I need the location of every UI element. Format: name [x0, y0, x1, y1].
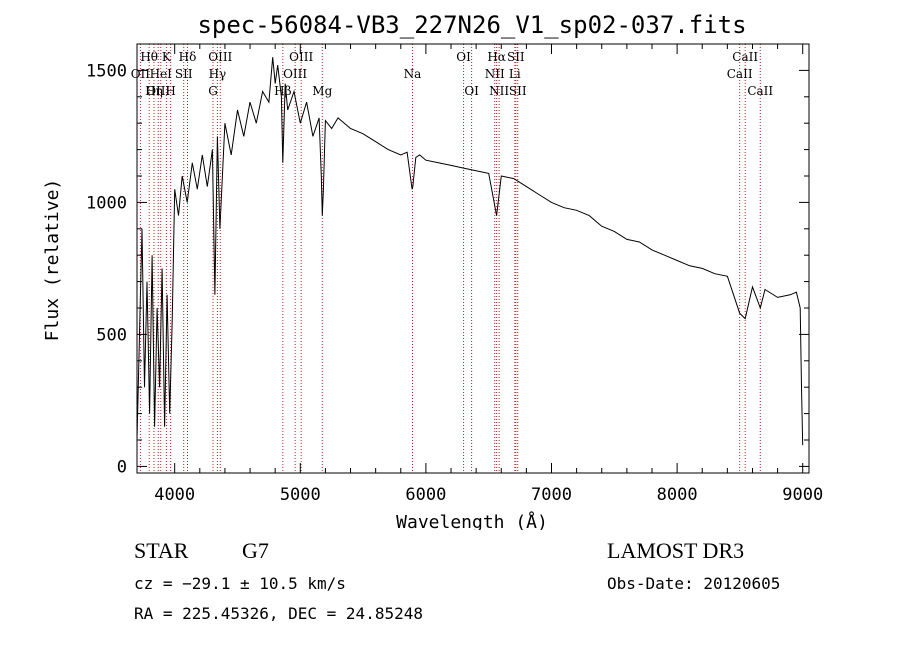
line-label-10: Hγ [209, 67, 227, 81]
x-tick-label-1: 5000 [280, 485, 321, 505]
x-axis: 4000 5000 6000 7000 8000 9000 [154, 44, 823, 505]
line-label-0: Hθ [140, 50, 158, 64]
survey-name: LAMOST DR3 [607, 538, 745, 563]
line-label-16: Na [404, 67, 422, 81]
y-tick-label-0: 0 [117, 457, 127, 477]
line-label-19: Hα [487, 50, 506, 64]
spectrum-chart: spec-56084-VB3_227N26_V1_sp02-037.fits H… [42, 11, 823, 530]
line-label-26: CaII [732, 50, 758, 64]
x-tick-label-0: 4000 [154, 485, 195, 505]
line-label-5: K [162, 50, 172, 64]
line-label-11: G [208, 84, 218, 98]
x-tick-label-3: 7000 [531, 485, 572, 505]
x-axis-label: Wavelength (Å) [396, 511, 548, 530]
y-tick-label-1: 500 [96, 325, 127, 345]
line-label-23: Li [509, 67, 521, 81]
line-label-20: NII [485, 67, 505, 81]
line-label-12: OIII [289, 50, 313, 64]
y-axis-label: Flux (relative) [42, 179, 63, 342]
y-tick-label-3: 1500 [86, 61, 127, 81]
line-label-6: H [165, 84, 175, 98]
line-label-15: Mg [312, 84, 332, 98]
line-label-13: OIII [283, 67, 307, 81]
obs-date: Obs-Date: 20120605 [607, 574, 781, 593]
line-label-17: OI [456, 50, 471, 64]
x-tick-label-5: 9000 [782, 485, 823, 505]
line-label-24: SII [509, 84, 527, 98]
spectral-line-markers [139, 44, 761, 473]
line-label-3: HeI [150, 67, 173, 81]
spectrum-line [136, 57, 804, 446]
x-tick-label-2: 6000 [405, 485, 446, 505]
line-label-7: SII [175, 67, 193, 81]
line-label-2: OIII [146, 84, 170, 98]
line-label-25: CaII [727, 67, 753, 81]
line-label-18: OI [464, 84, 479, 98]
object-class: STAR [134, 538, 189, 563]
redshift-cz: cz = −29.1 ± 10.5 km/s [134, 574, 346, 593]
line-label-8: Hδ [179, 50, 197, 64]
object-subclass: G7 [242, 538, 269, 563]
line-label-14: Hβ [274, 84, 291, 98]
x-tick-label-4: 8000 [657, 485, 698, 505]
chart-title: spec-56084-VB3_227N26_V1_sp02-037.fits [197, 11, 746, 39]
line-label-27: CaII [747, 84, 773, 98]
line-label-4: Hη [145, 84, 163, 98]
line-label-1: OII [131, 67, 151, 81]
y-tick-label-2: 1000 [86, 193, 127, 213]
ra-dec: RA = 225.45326, DEC = 24.85248 [134, 604, 423, 623]
line-label-21: NII [489, 84, 509, 98]
line-label-22: SII [507, 50, 525, 64]
plot-frame [136, 43, 810, 474]
line-label-9: OIII [208, 50, 232, 64]
y-axis: 0 500 1000 1500 [86, 61, 809, 477]
